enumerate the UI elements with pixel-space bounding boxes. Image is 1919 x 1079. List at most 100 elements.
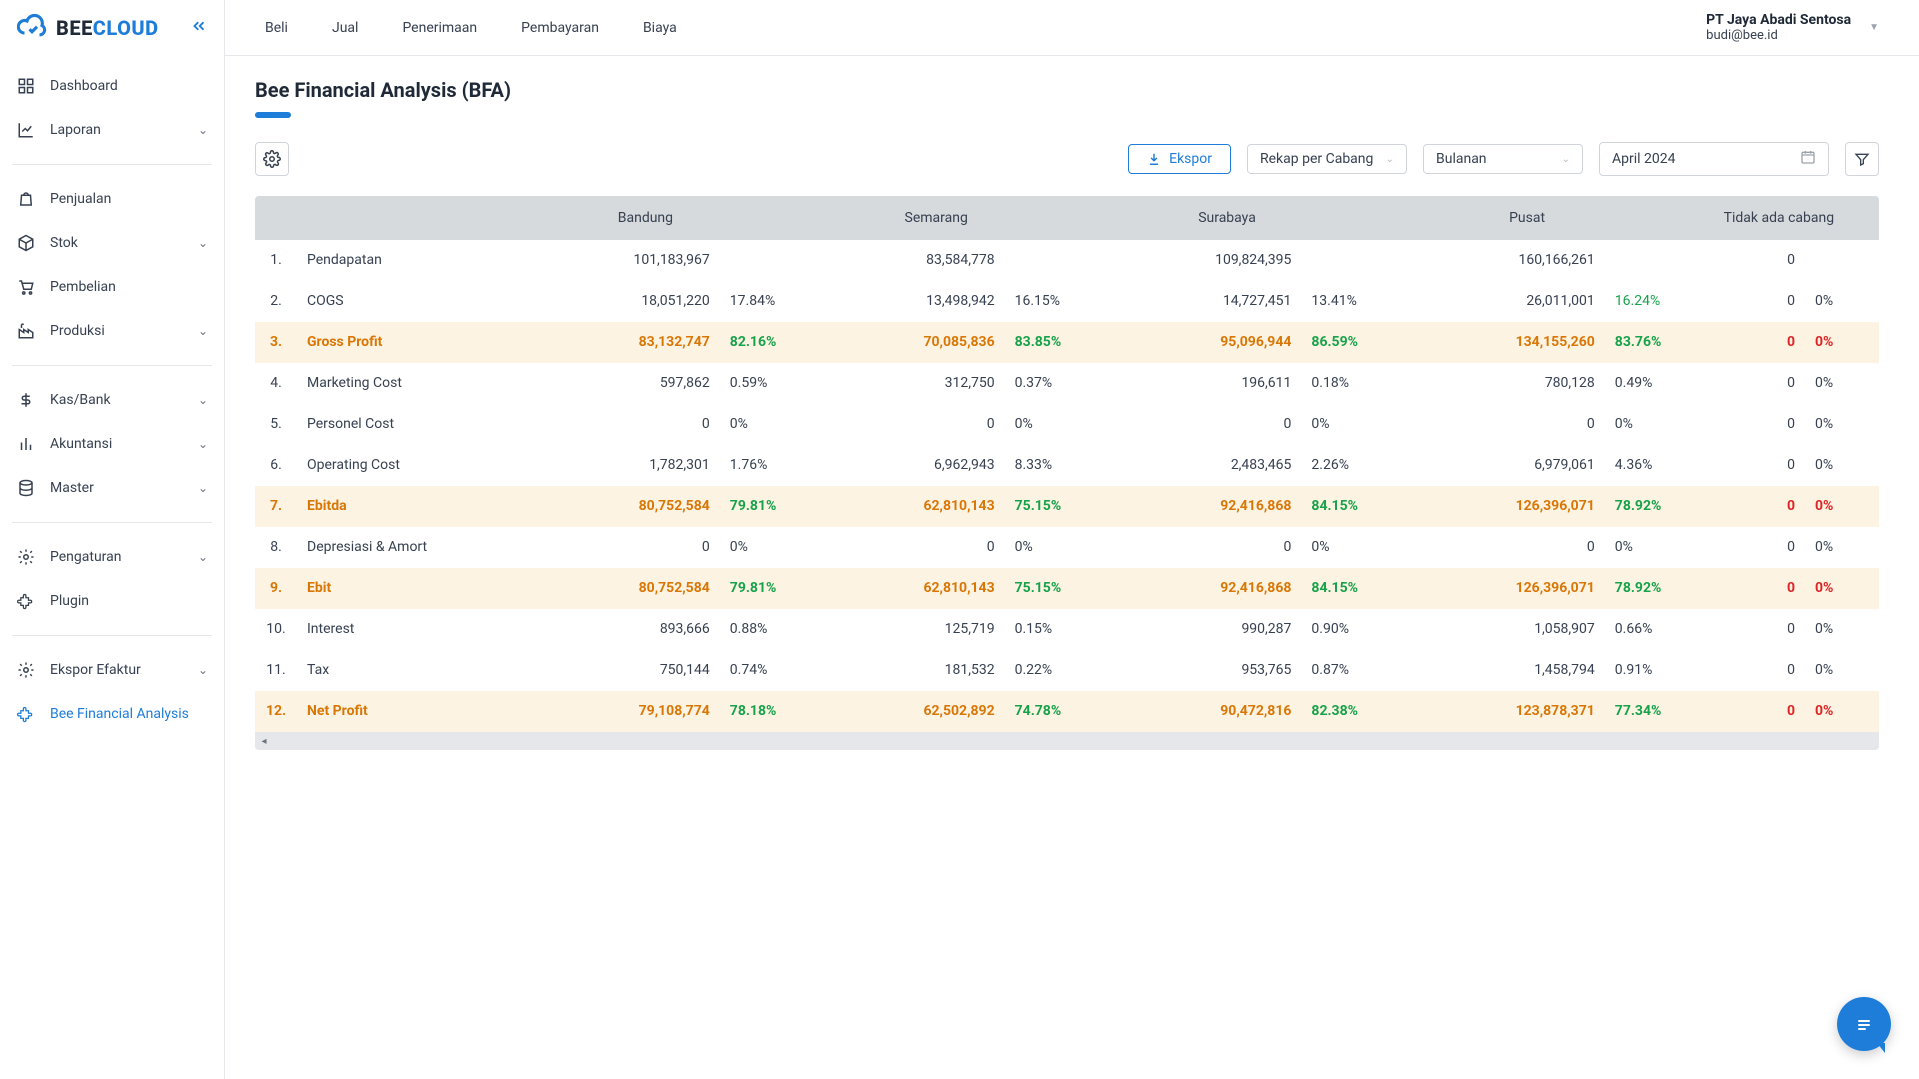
chevron-down-icon: ⌄: [198, 393, 208, 407]
cell-pct: 4.36%: [1609, 445, 1679, 486]
topnav-biaya[interactable]: Biaya: [643, 20, 677, 36]
sidebar-item-pembelian[interactable]: Pembelian: [0, 265, 224, 309]
cell-value: 18,051,220: [497, 281, 724, 322]
nav-label: Pembelian: [50, 279, 208, 295]
sidebar-item-produksi[interactable]: Produksi ⌄: [0, 309, 224, 353]
sidebar-item-pengaturan[interactable]: Pengaturan⌄: [0, 535, 224, 579]
cell-pct: 0.49%: [1609, 363, 1679, 404]
cell-value: 312,750: [794, 363, 1009, 404]
cell-value: 83,132,747: [497, 322, 724, 363]
row-label: Ebitda: [297, 486, 497, 527]
cell-pct: 0%: [724, 404, 794, 445]
user-email: budi@bee.id: [1706, 28, 1851, 43]
h-scrollbar[interactable]: ◂: [255, 732, 1879, 750]
cell-value: 109,824,395: [1079, 240, 1306, 281]
row-index: 2.: [255, 281, 297, 322]
sidebar-item-stok[interactable]: Stok⌄: [0, 221, 224, 265]
sidebar-item-laporan[interactable]: Laporan⌄: [0, 108, 224, 152]
cell-pct: 78.92%: [1609, 568, 1679, 609]
table-row: 6.Operating Cost1,782,3011.76%6,962,9438…: [255, 445, 1879, 486]
cell-pct: 0.18%: [1305, 363, 1375, 404]
sidebar-item-dashboard[interactable]: Dashboard: [0, 64, 224, 108]
nav-divider: [12, 365, 212, 366]
sidebar-item-penjualan[interactable]: Penjualan: [0, 177, 224, 221]
user-menu[interactable]: PT Jaya Abadi Sentosa budi@bee.id ▼: [1706, 12, 1879, 43]
cell-value: 893,666: [497, 609, 724, 650]
toolbar: Ekspor Rekap per Cabang ⌄ Bulanan ⌄ Apri…: [255, 142, 1879, 176]
period-type-select[interactable]: Bulanan ⌄: [1423, 144, 1583, 174]
cell-pct: 8.33%: [1009, 445, 1079, 486]
sidebar-item-kas/bank[interactable]: Kas/Bank⌄: [0, 378, 224, 422]
cell-value: 126,396,071: [1375, 568, 1608, 609]
chevron-down-icon: ⌄: [198, 324, 208, 338]
cell-value: 1,058,907: [1375, 609, 1608, 650]
chevron-down-icon: ⌄: [198, 481, 208, 495]
cell-pct: 0%: [1809, 650, 1879, 691]
cell-pct: 0%: [1009, 527, 1079, 568]
cell-pct: 0%: [1809, 281, 1879, 322]
row-index: 9.: [255, 568, 297, 609]
scroll-left-icon[interactable]: ◂: [255, 732, 273, 750]
export-button[interactable]: Ekspor: [1128, 144, 1231, 174]
cart-icon: [16, 277, 36, 297]
topnav-beli[interactable]: Beli: [265, 20, 288, 36]
nav-group-4: Pengaturan⌄ Plugin: [0, 527, 224, 631]
cell-value: 14,727,451: [1079, 281, 1306, 322]
cell-pct: 0.15%: [1009, 609, 1079, 650]
cell-pct: 0.22%: [1009, 650, 1079, 691]
row-index: 3.: [255, 322, 297, 363]
cell-value: 0: [1679, 322, 1809, 363]
gear-icon: [16, 547, 36, 567]
sidebar-item-bee-financial-analysis[interactable]: Bee Financial Analysis: [0, 692, 224, 736]
sidebar-item-akuntansi[interactable]: Akuntansi⌄: [0, 422, 224, 466]
nav-label: Produksi: [50, 323, 184, 339]
cell-value: 1,458,794: [1375, 650, 1608, 691]
cell-pct: 0.66%: [1609, 609, 1679, 650]
financial-table: BandungSemarangSurabayaPusatTidak ada ca…: [255, 196, 1879, 750]
filter-button[interactable]: [1845, 142, 1879, 176]
puzzle-icon: [16, 704, 36, 724]
cell-pct: 16.15%: [1009, 281, 1079, 322]
cell-pct: 78.92%: [1609, 486, 1679, 527]
chat-fab[interactable]: [1837, 997, 1891, 1051]
cell-pct: 82.38%: [1305, 691, 1375, 732]
cell-value: 0: [794, 404, 1009, 445]
topnav-penerimaan[interactable]: Penerimaan: [402, 20, 477, 36]
groupby-select[interactable]: Rekap per Cabang ⌄: [1247, 144, 1407, 174]
row-index: 8.: [255, 527, 297, 568]
period-select[interactable]: April 2024: [1599, 142, 1829, 176]
nav-group-2: Penjualan Stok⌄ Pembelian Produksi ⌄: [0, 169, 224, 361]
cell-pct: 0%: [1609, 404, 1679, 445]
cell-value: 95,096,944: [1079, 322, 1306, 363]
cell-value: 92,416,868: [1079, 486, 1306, 527]
row-label: Operating Cost: [297, 445, 497, 486]
sidebar-item-ekspor-efaktur[interactable]: Ekspor Efaktur⌄: [0, 648, 224, 692]
cell-pct: 82.16%: [724, 322, 794, 363]
sidebar-item-plugin[interactable]: Plugin: [0, 579, 224, 623]
table-row: 8.Depresiasi & Amort00%00%00%00%00%: [255, 527, 1879, 568]
nav-divider: [12, 635, 212, 636]
nav-divider: [12, 522, 212, 523]
cell-pct: 0.91%: [1609, 650, 1679, 691]
cell-value: 597,862: [497, 363, 724, 404]
page-title: Bee Financial Analysis (BFA): [255, 78, 1879, 102]
cell-pct: [1009, 240, 1079, 281]
topnav-pembayaran[interactable]: Pembayaran: [521, 20, 599, 36]
row-label: Ebit: [297, 568, 497, 609]
topnav: Beli Jual Penerimaan Pembayaran Biaya: [265, 20, 677, 36]
nav-label: Penjualan: [50, 191, 208, 207]
cell-pct: [1609, 240, 1679, 281]
row-label: Pendapatan: [297, 240, 497, 281]
chevron-down-icon: ⌄: [198, 236, 208, 250]
grid-icon: [16, 76, 36, 96]
sidebar-collapse-icon[interactable]: [190, 17, 208, 40]
row-index: 1.: [255, 240, 297, 281]
sidebar-item-master[interactable]: Master⌄: [0, 466, 224, 510]
cell-pct: 86.59%: [1305, 322, 1375, 363]
nav-label: Plugin: [50, 593, 208, 609]
topnav-jual[interactable]: Jual: [332, 20, 358, 36]
cell-pct: 13.41%: [1305, 281, 1375, 322]
row-label: Gross Profit: [297, 322, 497, 363]
settings-button[interactable]: [255, 142, 289, 176]
bag-icon: [16, 189, 36, 209]
